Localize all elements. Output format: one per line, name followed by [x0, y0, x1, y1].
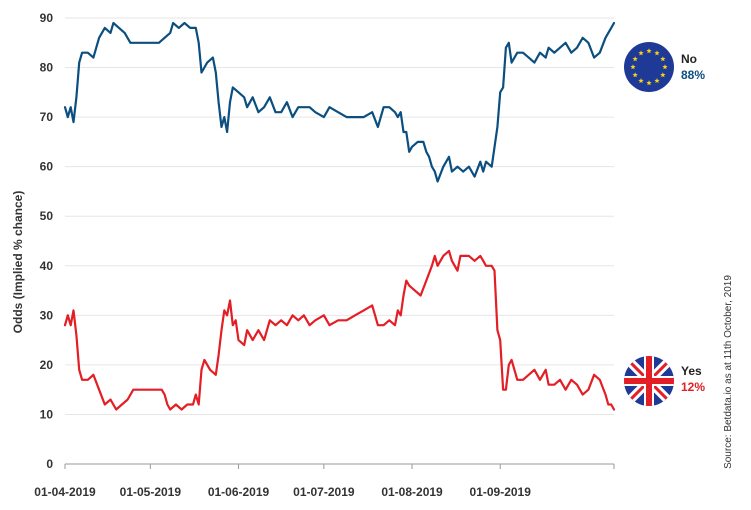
y-tick-labels: 0 10 20 30 40 50 60 70 80 90: [40, 11, 54, 471]
x-tick-label: 01-06-2019: [208, 485, 270, 499]
x-tick-label: 01-05-2019: [120, 485, 182, 499]
y-tick-label: 90: [40, 11, 54, 25]
star-icon: [646, 80, 652, 86]
y-tick-label: 10: [40, 407, 54, 421]
y-tick-label: 50: [40, 209, 54, 223]
x-tick-label: 01-09-2019: [470, 485, 532, 499]
star-icon: [660, 56, 666, 62]
star-icon: [660, 72, 666, 78]
y-tick-label: 0: [46, 457, 53, 471]
grid-lines: [65, 17, 614, 415]
star-icon: [632, 56, 638, 62]
y-axis-title: Odds (Implied % chance): [11, 191, 25, 334]
source-note: Source: Betdata.io as at 11th October, 2…: [723, 275, 734, 469]
uk-flag-icon: [624, 356, 674, 406]
star-icon: [646, 48, 652, 54]
legend-yes-label: Yes: [681, 364, 702, 378]
legend-no-value: 88%: [681, 68, 705, 82]
y-tick-label: 40: [40, 259, 54, 273]
star-icon: [638, 78, 644, 84]
star-icon: [662, 64, 668, 70]
legend-no-label: No: [681, 52, 697, 66]
star-icon: [654, 50, 660, 56]
x-tick-label: 01-04-2019: [34, 485, 96, 499]
x-tick-label: 01-08-2019: [381, 485, 443, 499]
y-tick-label: 20: [40, 358, 54, 372]
legend-yes: Yes 12%: [624, 356, 705, 406]
legend-no: No 88%: [624, 42, 705, 92]
y-tick-label: 60: [40, 160, 54, 174]
star-icon: [630, 64, 636, 70]
legend-yes-value: 12%: [681, 380, 705, 394]
series-line-yes: [63, 249, 616, 411]
star-icon: [654, 78, 660, 84]
star-icon: [638, 50, 644, 56]
star-icon: [632, 72, 638, 78]
eu-flag-icon: [624, 42, 674, 92]
x-axis: 01-04-2019 01-05-2019 01-06-2019 01-07-2019…: [34, 463, 615, 499]
series-lines: [63, 21, 616, 411]
y-tick-label: 80: [40, 61, 54, 75]
y-tick-label: 30: [40, 308, 54, 322]
x-tick-label: 01-07-2019: [293, 485, 355, 499]
series-line-no: [63, 21, 616, 183]
y-tick-label: 70: [40, 110, 54, 124]
